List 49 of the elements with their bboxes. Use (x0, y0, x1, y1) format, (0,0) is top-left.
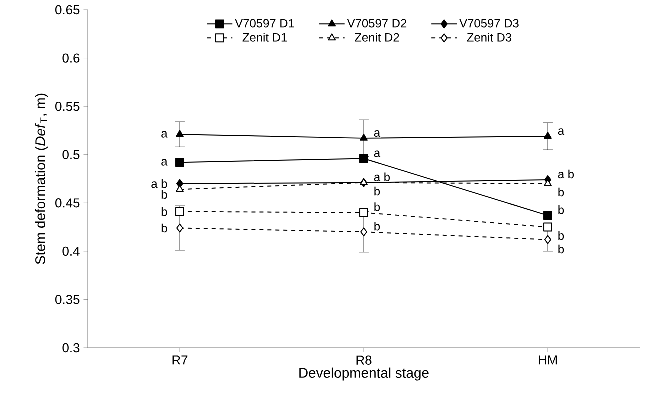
annotation: a (374, 150, 381, 158)
point (544, 235, 552, 244)
point (176, 130, 184, 138)
annotation: a b (558, 170, 574, 179)
annotation: b (374, 202, 380, 212)
annotation: b (558, 244, 564, 254)
annotation: b (558, 206, 564, 214)
x-axis-title: Developmental stage (300, 368, 429, 381)
legend-label: V70597 D3 (460, 19, 519, 28)
x-tick-label: R8 (356, 356, 372, 365)
x-tick-label: HM (538, 356, 558, 365)
point (360, 134, 368, 141)
point (544, 132, 552, 139)
x-tick-label: R7 (172, 356, 188, 365)
point (544, 222, 552, 232)
annotation: b (374, 222, 380, 231)
y-axis-title: Stem deformation (Def$_{T}$, m) (35, 94, 48, 264)
legend-label: Zenit D3 (467, 33, 512, 42)
annotation: b (558, 188, 564, 197)
y-tick-label: 0.6 (62, 54, 80, 63)
y-tick-label: 0.5 (62, 150, 80, 160)
legend-label: Zenit D2 (355, 33, 400, 42)
annotation: a (558, 128, 565, 136)
point (176, 224, 184, 233)
annotation: b (162, 207, 168, 216)
annotation: b (162, 224, 168, 233)
legend-label: Zenit D1 (242, 33, 288, 42)
point (544, 211, 552, 220)
y-tick-label: 0.3 (62, 343, 80, 353)
point (176, 207, 184, 216)
legend-label: V70597 D1 (235, 19, 294, 28)
annotation: a b (152, 179, 168, 188)
y-tick-label: 0.35 (56, 295, 80, 304)
annotation: a (162, 131, 168, 138)
annotation: b (558, 231, 564, 240)
y-tick-label: 0.65 (56, 5, 80, 15)
annotation: a (374, 130, 381, 138)
point (176, 158, 184, 168)
y-tick-label: 0.4 (62, 246, 80, 256)
y-tick-label: 0.45 (56, 198, 80, 208)
y-tick-label: 0.55 (56, 102, 80, 112)
point (360, 228, 368, 237)
annotation: a (162, 159, 168, 166)
annotation: b (374, 186, 380, 196)
annotation: b (162, 190, 168, 200)
legend-label: V70597 D2 (347, 19, 407, 28)
annotation: a b (374, 172, 390, 182)
point (360, 208, 368, 218)
point (360, 154, 368, 164)
